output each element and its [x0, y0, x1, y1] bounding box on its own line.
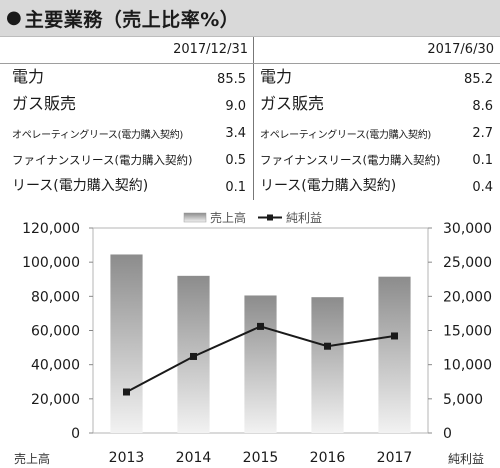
row-label: ファイナンスリース(電力購入契約) [260, 153, 441, 167]
business-table-right: 電力 85.2 ガス販売 8.6 オペレーティングリース(電力購入契約) 2.7… [256, 64, 500, 200]
table-row: リース(電力購入契約) 0.1 [0, 172, 253, 199]
bullet-icon: ● [6, 7, 22, 28]
date-header-left: 2017/12/31 [0, 37, 254, 63]
row-value: 9.0 [225, 99, 246, 114]
row-value: 2.7 [472, 126, 493, 141]
chart-legend: 売上高 純利益 [183, 210, 322, 225]
row-value: 85.2 [464, 72, 493, 87]
title-bar: ● 主要業務（売上比率%） [0, 0, 500, 37]
row-value: 0.5 [225, 153, 246, 168]
chart-bar [110, 254, 143, 433]
page-title: 主要業務（売上比率%） [24, 8, 240, 31]
date-right-label: 2017/6/30 [427, 42, 494, 57]
row-value: 8.6 [472, 99, 493, 114]
plot-area: 0 20,000 40,000 60,000 80,000 100,000 120,000 0… [22, 221, 492, 466]
profit-point [190, 352, 197, 360]
table-row: ファイナンスリース(電力購入契約) 0.1 [256, 145, 500, 172]
x-axis-tick-label: 2017 [377, 450, 413, 466]
right-axis-title: 純利益 [448, 452, 484, 466]
row-value: 3.4 [225, 126, 246, 141]
right-axis-tick-label: 10,000 [443, 358, 492, 374]
legend-bar-swatch [183, 212, 207, 223]
table-row: リース(電力購入契約) 0.4 [256, 172, 500, 199]
left-axis-tick-label: 80,000 [31, 289, 80, 305]
business-table-left: 電力 85.5 ガス販売 9.0 オペレーティングリース(電力購入契約) 3.4… [0, 64, 254, 200]
right-axis-tick-label: 15,000 [443, 324, 492, 340]
row-label: 電力 [260, 67, 293, 86]
row-label: ファイナンスリース(電力購入契約) [12, 153, 193, 167]
chart-bar [378, 276, 411, 433]
table-row: ガス販売 9.0 [0, 91, 253, 118]
table-row: ガス販売 8.6 [256, 91, 500, 118]
x-axis-tick-label: 2014 [176, 450, 212, 466]
row-label: リース(電力購入契約) [12, 178, 149, 194]
right-axis-tick-label: 20,000 [443, 289, 492, 305]
x-axis-tick-label: 2016 [310, 450, 346, 466]
row-label: リース(電力購入契約) [260, 178, 397, 194]
left-axis-tick-label: 20,000 [31, 392, 80, 408]
left-axis-title: 売上高 [14, 451, 50, 466]
sales-profit-chart: 売上高 純利益 0 20,000 40,000 60,000 80,000 100,000… [14, 210, 492, 466]
row-value: 0.1 [225, 180, 246, 195]
chart-bar [311, 297, 344, 433]
row-label: オペレーティングリース(電力購入契約) [260, 130, 432, 141]
right-axis-tick-label: 0 [443, 426, 452, 442]
right-axis-tick-label: 5,000 [443, 392, 483, 408]
legend-bar-label: 売上高 [210, 210, 246, 225]
table-row: ファイナンスリース(電力購入契約) 0.5 [0, 145, 253, 172]
date-header-row: 2017/12/31 2017/6/30 [0, 37, 500, 64]
row-value: 0.1 [472, 153, 493, 168]
right-axis-tick-label: 25,000 [443, 255, 492, 271]
legend-line-label: 純利益 [286, 211, 322, 225]
profit-point [257, 322, 264, 330]
row-label: ガス販売 [260, 94, 325, 113]
left-axis-tick-label: 0 [71, 426, 80, 442]
row-label: ガス販売 [12, 94, 77, 113]
row-label: 電力 [12, 67, 45, 86]
date-left-label: 2017/12/31 [173, 42, 248, 57]
left-axis-tick-label: 40,000 [31, 358, 80, 374]
table-row: 電力 85.5 [0, 64, 253, 91]
profit-point [324, 342, 331, 350]
table-row: 電力 85.2 [256, 64, 500, 91]
left-axis-tick-label: 120,000 [22, 221, 80, 237]
row-value: 85.5 [217, 72, 246, 87]
left-axis-tick-label: 100,000 [22, 255, 80, 271]
left-axis-tick-label: 60,000 [31, 324, 80, 340]
chart-bar [244, 295, 277, 433]
row-value: 0.4 [472, 180, 493, 195]
right-axis-tick-label: 30,000 [443, 221, 492, 237]
legend-line-marker [267, 214, 273, 221]
table-row: オペレーティングリース(電力購入契約) 3.4 [0, 118, 253, 145]
x-axis-tick-label: 2015 [243, 450, 279, 466]
row-label: オペレーティングリース(電力購入契約) [12, 130, 184, 141]
date-header-right: 2017/6/30 [256, 37, 500, 63]
profit-point [123, 388, 130, 396]
x-axis-tick-label: 2013 [109, 450, 145, 466]
table-row: オペレーティングリース(電力購入契約) 2.7 [256, 118, 500, 145]
profit-point [391, 332, 398, 340]
